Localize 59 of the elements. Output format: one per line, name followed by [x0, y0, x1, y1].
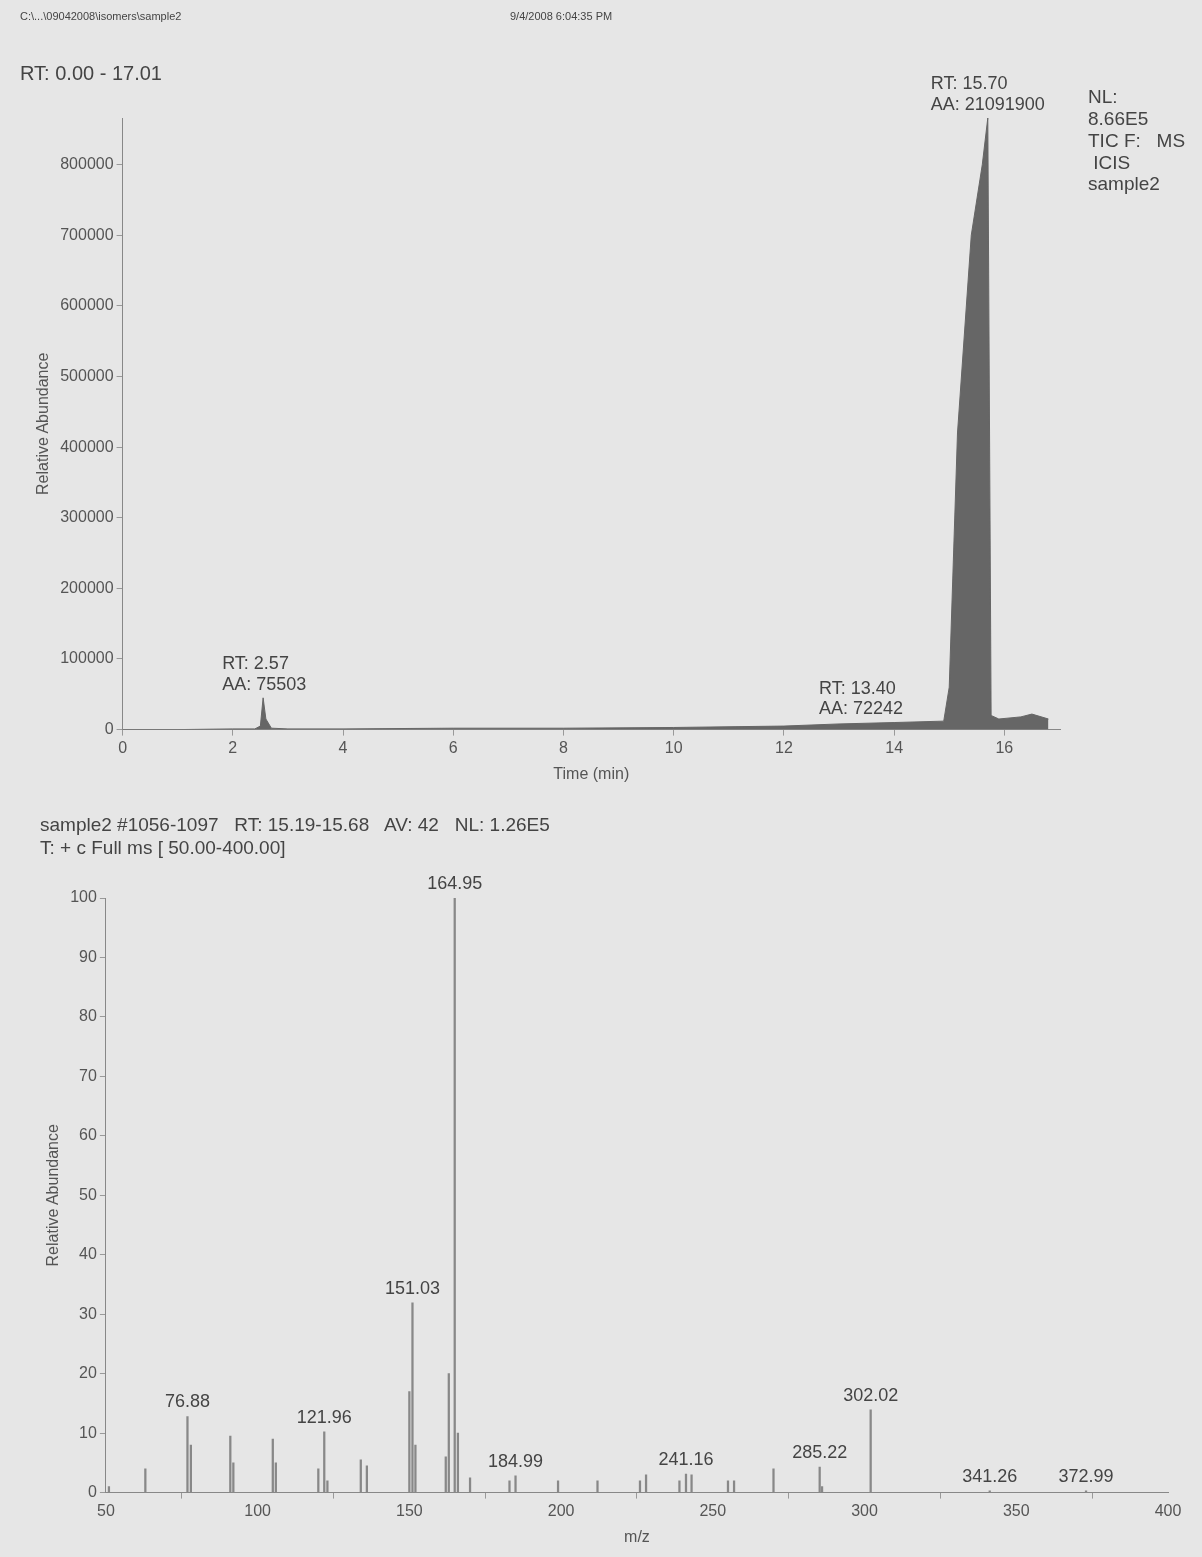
y-tick-label: 10 [79, 1423, 97, 1441]
y-tick-label: 700000 [60, 225, 114, 243]
annotation: 151.03 [384, 1278, 440, 1299]
annotation: 121.96 [296, 1407, 352, 1428]
annotation: 302.02 [843, 1385, 899, 1406]
y-tick-label: 100 [70, 888, 97, 906]
y-tick-label: 80 [79, 1007, 97, 1025]
x-tick-label: 4 [338, 738, 348, 756]
y-tick-label: 90 [79, 947, 97, 965]
y-tick-label: 30 [79, 1304, 97, 1322]
y-tick-label: 0 [87, 1483, 97, 1501]
chart-subtitle: T: + c Full ms [ 50.00-400.00] [40, 837, 286, 859]
y-tick-label: 200000 [60, 578, 114, 596]
y-tick-label: 0 [104, 720, 114, 738]
x-tick-label: 150 [396, 1501, 423, 1519]
y-tick-label: 60 [79, 1126, 97, 1144]
y-tick-label: 400000 [60, 437, 114, 455]
x-tick-label: 300 [851, 1501, 878, 1519]
x-tick-label: 14 [885, 738, 904, 756]
x-tick-label: 0 [118, 738, 128, 756]
x-tick-label: 8 [559, 738, 569, 756]
y-tick-label: 500000 [60, 366, 114, 384]
x-axis-title: m/z [624, 1527, 650, 1545]
x-tick-label: 200 [547, 1501, 575, 1519]
annotation: 241.16 [658, 1449, 714, 1471]
y-tick-label: 800000 [60, 155, 114, 173]
y-tick-label: 600000 [60, 296, 114, 314]
annotation: RT: 15.70 AA: 21091900 [930, 72, 1045, 114]
x-tick-label: 16 [995, 738, 1014, 756]
x-axis-title: Time (min) [553, 764, 630, 782]
y-axis-title: Relative Abundance [34, 352, 52, 495]
x-tick-label: 350 [1002, 1501, 1030, 1519]
x-tick-label: 400 [1154, 1501, 1182, 1519]
annotation: 285.22 [792, 1442, 848, 1464]
y-tick-label: 100000 [60, 649, 114, 667]
y-tick-label: 40 [79, 1245, 97, 1263]
y-tick-label: 300000 [60, 508, 114, 526]
x-tick-label: 6 [448, 738, 458, 756]
annotation: RT: 13.40 AA: 72242 [819, 677, 904, 719]
y-axis-title: Relative Abundance [44, 1124, 62, 1267]
y-tick-label: 20 [79, 1364, 97, 1382]
annotation: 184.99 [488, 1451, 544, 1472]
annotation: 372.99 [1058, 1466, 1114, 1487]
annotation: 164.95 [427, 873, 483, 894]
text: NL: 8.66E5 TIC F: MS ICIS sample2 [1088, 86, 1186, 196]
annotation: 76.88 [164, 1391, 210, 1413]
x-tick-label: 10 [664, 738, 683, 756]
x-tick-label: 100 [244, 1501, 272, 1519]
x-tick-label: 2 [228, 738, 238, 756]
y-tick-label: 70 [79, 1066, 97, 1084]
text: 9/4/2008 6:04:35 PM [510, 10, 613, 23]
x-tick-label: 250 [699, 1501, 727, 1519]
annotation: RT: 2.57 AA: 75503 [222, 652, 307, 694]
annotation: 341.26 [962, 1466, 1018, 1487]
text: C:\...\09042008\isomers\sample2 [20, 10, 182, 23]
chart-title: sample2 #1056-1097 RT: 15.19-15.68 AV: 42 NL: 1.26E5 [40, 814, 550, 836]
y-tick-label: 50 [79, 1185, 97, 1203]
chart-title: RT: 0.00 - 17.01 [20, 62, 162, 85]
x-tick-label: 12 [775, 738, 793, 756]
